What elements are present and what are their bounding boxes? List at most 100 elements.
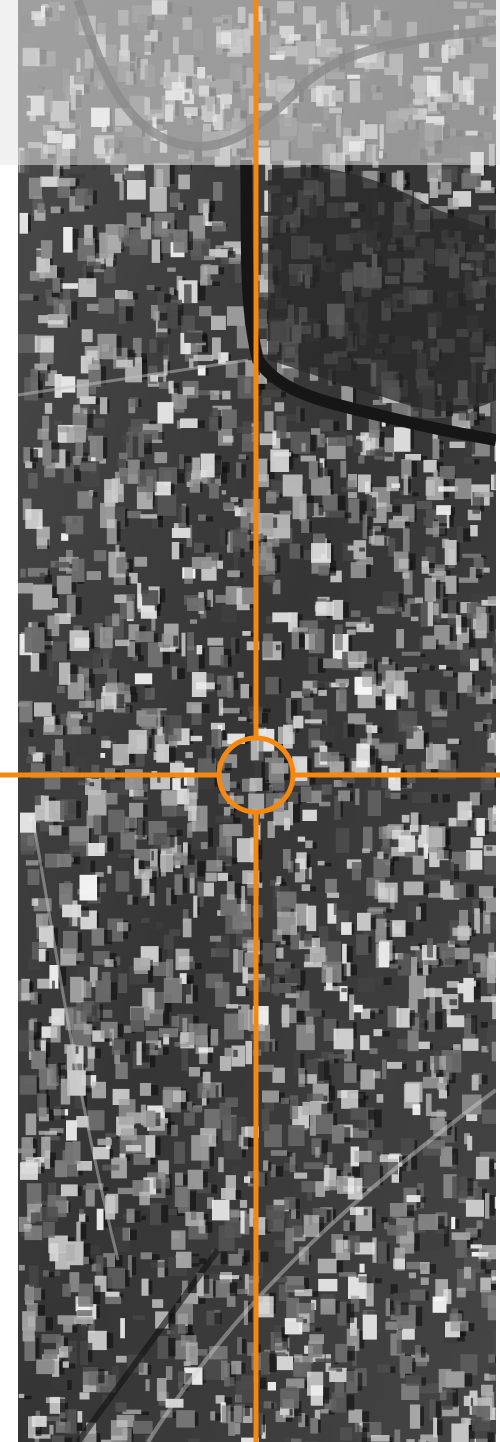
building-block: [462, 1038, 479, 1051]
building-block: [434, 1050, 440, 1074]
building-shadow: [51, 442, 60, 463]
building-shadow: [289, 451, 294, 470]
building-block: [228, 1254, 242, 1266]
building-shadow: [116, 335, 122, 357]
building-block: [291, 1208, 296, 1219]
building-block: [245, 1126, 259, 1138]
building-block: [112, 613, 120, 627]
building-block: [200, 203, 209, 226]
building-block: [274, 1239, 291, 1248]
building-block: [487, 739, 496, 753]
building-block: [382, 1059, 387, 1080]
building-shadow: [168, 1313, 176, 1328]
building-block: [82, 263, 87, 287]
building-shadow: [398, 965, 402, 970]
building-shadow: [125, 1270, 130, 1287]
building-shadow: [398, 593, 404, 608]
building-block: [328, 1179, 340, 1191]
building-block: [288, 612, 298, 633]
building-block: [458, 577, 479, 583]
building-block: [379, 1154, 399, 1162]
building-shadow: [390, 858, 395, 876]
building-block: [86, 1422, 97, 1438]
building-block: [443, 670, 453, 677]
building-shadow: [241, 464, 246, 478]
building-block: [183, 387, 195, 395]
building-shadow: [149, 873, 157, 893]
building-shadow: [347, 723, 355, 738]
building-block: [151, 771, 158, 784]
building-shadow: [383, 853, 389, 860]
building-block: [316, 1111, 334, 1134]
building-block: [221, 1188, 236, 1200]
building-block: [87, 261, 101, 269]
building-block: [100, 642, 112, 660]
building-block: [263, 1401, 272, 1409]
building-shadow: [239, 572, 244, 578]
building-block: [74, 757, 87, 783]
building-block: [163, 359, 168, 376]
building-block: [488, 732, 496, 740]
building-block: [114, 1227, 130, 1252]
building-block: [60, 283, 79, 289]
building-block: [171, 666, 178, 680]
building-shadow: [199, 1258, 207, 1264]
building-shadow: [218, 554, 223, 566]
building-shadow: [479, 901, 486, 913]
building-block: [401, 814, 410, 823]
building-block: [149, 886, 155, 906]
building-block: [136, 351, 142, 364]
building-shadow: [238, 499, 242, 503]
building-block: [160, 1410, 173, 1418]
building-block: [262, 243, 270, 253]
building-shadow: [439, 691, 447, 710]
building-block: [481, 648, 493, 667]
building-shadow: [98, 1369, 105, 1384]
building-block: [118, 853, 131, 858]
building-shadow: [368, 1109, 376, 1120]
building-block: [270, 1164, 276, 1178]
building-block: [159, 381, 171, 389]
building-block: [67, 1070, 86, 1096]
building-shadow: [229, 1365, 236, 1384]
building-shadow: [376, 673, 382, 686]
building-shadow: [45, 951, 49, 962]
building-block: [204, 1108, 221, 1129]
building-shadow: [45, 754, 52, 776]
building-block: [492, 636, 496, 651]
building-block: [309, 1354, 325, 1362]
building-block: [391, 1168, 400, 1183]
building-block: [365, 450, 385, 456]
building-block: [346, 404, 352, 430]
building-shadow: [281, 391, 286, 398]
building-block: [23, 447, 31, 464]
building-block: [481, 1045, 489, 1053]
building-shadow: [375, 758, 382, 775]
building-block: [339, 1272, 357, 1277]
building-block: [255, 1296, 274, 1318]
building-block: [412, 792, 432, 803]
building-block: [52, 598, 59, 608]
building-block: [62, 1283, 71, 1297]
building-shadow: [83, 716, 88, 720]
building-shadow: [384, 537, 387, 546]
building-block: [315, 1181, 325, 1197]
building-shadow: [38, 379, 43, 398]
building-shadow: [205, 342, 209, 347]
building-block: [153, 961, 170, 976]
building-block: [256, 458, 268, 482]
building-block: [484, 1373, 491, 1381]
building-block: [196, 1272, 204, 1297]
building-block: [451, 1216, 456, 1230]
building-block: [185, 1342, 198, 1365]
building-block: [45, 289, 52, 298]
building-shadow: [185, 507, 190, 527]
building-shadow: [466, 884, 474, 897]
building-block: [137, 582, 142, 609]
building-block: [276, 416, 287, 439]
building-shadow: [291, 700, 298, 720]
building-shadow: [245, 987, 249, 996]
building-block: [306, 1093, 324, 1101]
building-block: [158, 633, 174, 648]
building-block: [353, 439, 361, 453]
